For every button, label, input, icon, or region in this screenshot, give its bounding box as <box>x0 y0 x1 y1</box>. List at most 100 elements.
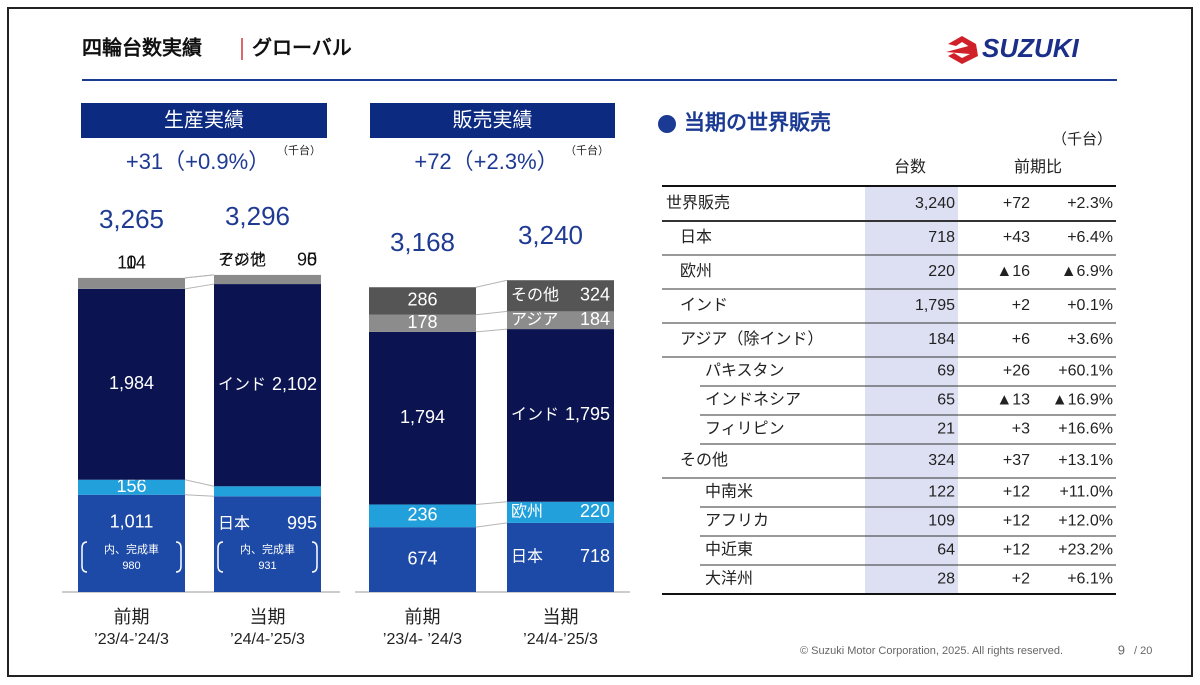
table-unit: （千台） <box>1052 131 1112 148</box>
change-label: +72（+2.3%） <box>414 149 558 174</box>
bar-segment <box>507 280 614 312</box>
row-label: 欧州 <box>680 262 712 280</box>
table-cell: +60.1% <box>1058 363 1113 380</box>
table-cell: 65 <box>937 392 955 409</box>
x-tick-label: 当期 <box>250 607 286 627</box>
table-cell: +0.1% <box>1067 297 1113 314</box>
value-label: 2,102 <box>272 374 317 394</box>
table-cell: +2 <box>1012 571 1030 588</box>
value-label: 718 <box>580 546 610 566</box>
series-name: 日本 <box>218 514 250 532</box>
table-cell: +2.3% <box>1067 195 1113 212</box>
table-cell: +6.4% <box>1067 229 1113 246</box>
x-tick-label: 前期 <box>114 607 150 627</box>
series-name: インド <box>511 407 559 424</box>
table-cell: 69 <box>937 363 955 380</box>
value-label: 995 <box>287 513 317 533</box>
chart-title: 販売実績 <box>453 108 533 131</box>
table-title: 当期の世界販売 <box>684 111 831 135</box>
table-cell: +16.6% <box>1058 421 1113 438</box>
bar-segment <box>507 329 614 502</box>
connector <box>184 274 215 279</box>
table-cell: +12.0% <box>1058 513 1113 530</box>
table-cell: +12 <box>1003 484 1030 501</box>
series-name: その他 <box>511 286 559 304</box>
note-bracket <box>175 541 182 573</box>
value-label: 1,984 <box>109 373 154 393</box>
bar-segment <box>369 287 476 315</box>
value-label: 1,795 <box>565 404 610 424</box>
unit-label: （千台） <box>277 143 321 157</box>
table-cell: 220 <box>928 263 955 280</box>
copyright: © Suzuki Motor Corporation, 2025. All ri… <box>800 645 1063 657</box>
connector <box>475 328 508 333</box>
note-bracket <box>217 541 224 573</box>
value-label: 156 <box>116 476 146 496</box>
row-label: 日本 <box>680 228 712 246</box>
period-label: ’24/4-’25/3 <box>523 631 598 648</box>
change-label: +31（+0.9%） <box>126 149 270 174</box>
value-column-bg <box>865 187 958 594</box>
table-cell: +11.0% <box>1059 484 1113 501</box>
x-tick-label: 前期 <box>405 607 441 627</box>
bar-segment <box>507 501 614 523</box>
value-label: 178 <box>407 312 437 332</box>
logo: SUZUKI <box>982 33 1080 63</box>
section-bullet <box>658 115 676 133</box>
row-label: アジア（除インド） <box>680 330 823 348</box>
connector <box>475 279 508 288</box>
bar-segment <box>507 311 614 330</box>
value-label: 114 <box>117 253 146 273</box>
row-label: 世界販売 <box>666 194 730 212</box>
value-label: 236 <box>407 505 437 525</box>
table-cell: +12 <box>1003 542 1030 559</box>
table-cell: +3.6% <box>1067 331 1113 348</box>
x-tick-label: 当期 <box>543 607 579 627</box>
series-name: その他 <box>218 251 266 269</box>
value-label: 674 <box>407 548 437 568</box>
series-name: インド <box>218 376 266 393</box>
column-header: 台数 <box>894 158 926 176</box>
row-label: 大洋州 <box>705 570 753 588</box>
connector <box>184 494 215 497</box>
table-cell: +72 <box>1003 195 1030 212</box>
chart-header <box>370 103 615 138</box>
value-label: 0 <box>126 253 136 273</box>
row-label: アフリカ <box>705 513 769 530</box>
value-label: 220 <box>580 501 610 521</box>
bar-segment <box>369 527 476 592</box>
table-cell: 28 <box>937 571 955 588</box>
table-cell: 184 <box>928 331 955 348</box>
connector <box>475 310 508 316</box>
bar-segment <box>214 496 321 592</box>
table-cell: 3,240 <box>915 195 955 212</box>
row-label: インドネシア <box>705 391 801 409</box>
table-cell: ▲13 <box>996 392 1030 409</box>
total-label: 3,240 <box>518 220 583 250</box>
table-cell: +26 <box>1003 363 1030 380</box>
page-title: 四輪台数実績 <box>82 35 202 59</box>
period-label: ’23/4-’24/3 <box>94 631 169 648</box>
row-label: インド <box>680 297 728 314</box>
series-name: アジア <box>218 252 265 269</box>
value-label: 0 <box>307 250 317 270</box>
value-label: 184 <box>580 309 610 329</box>
connector <box>184 479 215 487</box>
table-cell: +23.2% <box>1058 542 1113 559</box>
bar-segment <box>78 277 185 289</box>
table-cell: 109 <box>928 513 955 530</box>
value-label: 286 <box>407 290 437 310</box>
value-label: 1,794 <box>400 407 445 427</box>
value-label: 1,011 <box>110 511 154 531</box>
page-count: / 20 <box>1134 645 1152 657</box>
series-name: 日本 <box>511 548 543 566</box>
note-value: 980 <box>122 560 140 572</box>
bar-segment <box>369 504 476 528</box>
total-label: 3,296 <box>225 201 290 231</box>
series-name: 欧州 <box>511 503 543 521</box>
table-cell: +2 <box>1012 297 1030 314</box>
row-label: 中南米 <box>705 483 753 501</box>
period-label: ’24/4-’25/3 <box>230 631 305 648</box>
page-number: 9 <box>1118 642 1125 657</box>
